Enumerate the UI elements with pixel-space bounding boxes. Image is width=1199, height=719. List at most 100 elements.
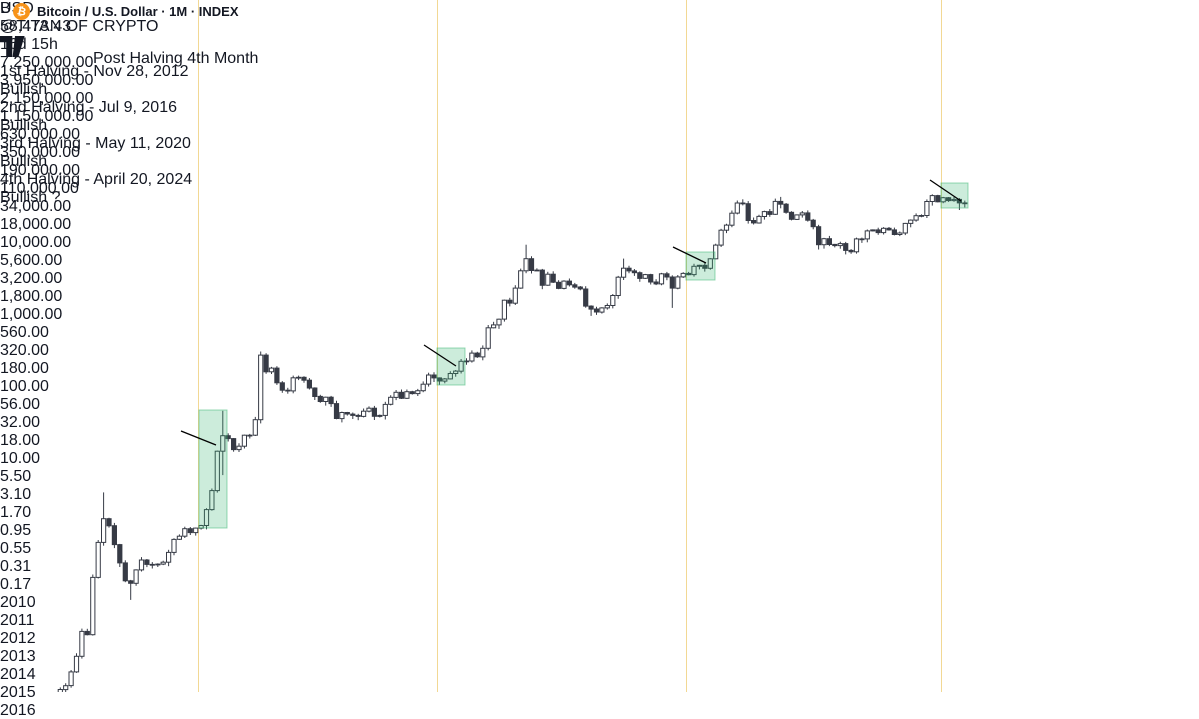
candle [388,396,394,405]
candle [496,318,502,326]
bullish-pointer-line [929,179,962,202]
candle [918,215,925,217]
candle [593,308,600,313]
halving-highlight-box[interactable] [198,409,228,529]
candle [404,391,410,399]
candle [729,212,735,226]
year-label: 2012 [0,630,36,647]
price-tick-label: 34,000.00 [0,198,72,215]
bullish-label[interactable]: Bullish [0,81,48,98]
halving-highlight-box[interactable] [940,182,969,209]
candle [268,367,275,373]
candle [859,238,865,241]
candle [816,226,822,246]
candle [929,195,935,203]
candle [908,219,914,224]
candle [702,264,708,269]
candle [73,655,80,673]
candle [946,197,952,202]
candle [323,396,329,403]
candle [333,403,340,420]
year-label: 2010 [0,594,36,611]
candle [875,229,881,234]
bullish-pointer-line [180,430,217,446]
candle [631,270,637,274]
candle [447,373,453,380]
candle [935,195,941,203]
price-tick-label: 3.10 [0,486,32,503]
candle [133,569,139,584]
candle [561,280,567,289]
avatar [26,32,79,85]
price-tick-label: 7,250,000.00 [0,54,94,71]
candle [577,286,583,290]
price-tick-label: 320.00 [0,342,49,359]
candle [745,203,751,221]
price-tick-label: 5.50 [0,468,32,485]
candle [761,211,767,218]
candle [826,238,832,245]
candle [279,382,285,391]
year-label: 2011 [0,612,35,629]
candle [778,200,784,205]
price-axis[interactable]: USD 58,473.43 16d 15h 7,250,000.003,950,… [0,0,1199,594]
price-tick-label: 5,600.00 [0,252,63,269]
candle [263,354,269,373]
symbol-text: Bitcoin / U.S. Dollar · 1M · INDEX [37,4,239,19]
candle [588,305,594,310]
candle [426,374,432,385]
price-tick-label: 0.17 [0,576,32,593]
halving-tag[interactable]: 3rd Halving - May 11, 2020 [0,135,191,152]
candle [79,630,85,657]
candle [653,281,659,285]
price-tick-label: 350,000.00 [0,144,81,161]
candle [453,370,459,375]
price-tick-label: 18.00 [0,432,41,449]
candle [317,395,323,402]
bullish-label[interactable]: Bullish ? [0,189,61,206]
candle [642,274,648,279]
candle [550,273,556,283]
candle [393,391,399,398]
candle [377,414,383,417]
chart-plot-area[interactable]: ₿ Bitcoin / U.S. Dollar · 1M · INDEX Pos… [0,0,1128,692]
candle [599,307,605,313]
halving-tag[interactable]: 2nd Halving - Jul 9, 2016 [0,99,177,116]
candle [501,299,507,320]
candle [772,200,778,215]
year-label: 2013 [0,648,36,665]
watermark: B @TITAN OF CRYPTO [0,0,1128,36]
candle [458,360,464,372]
candlestick-canvas[interactable] [0,0,1128,692]
price-tick-label: 100.00 [0,378,49,395]
candle [518,270,524,289]
halving-tag[interactable]: 1st Halving - Nov 28, 2012 [0,63,189,80]
candle [106,518,112,527]
candle [301,376,307,381]
time-axis[interactable]: 2010201120122013201420152016201720182019… [0,594,1199,719]
candle [837,243,843,247]
candle [870,229,876,232]
year-label: 2015 [0,684,36,701]
halving-highlight-box[interactable] [685,251,716,281]
candle [767,211,773,215]
price-tick-label: 110,000.00 [0,180,79,197]
tradingview-logo[interactable] [0,36,25,58]
year-label: 2014 [0,666,36,683]
bullish-pointer-line [672,246,707,264]
candle [604,305,610,309]
candle [431,374,437,379]
candle [680,272,686,278]
halving-highlight-box[interactable] [436,347,466,386]
candle [209,490,215,511]
candle [951,198,957,202]
symbol-ticker[interactable]: ₿ Bitcoin / U.S. Dollar · 1M · INDEX [13,3,239,20]
candle [57,689,63,692]
candle [366,407,372,412]
candle [122,562,128,582]
candle [913,215,919,221]
candle [566,280,572,286]
bullish-label[interactable]: Bullish [0,117,48,134]
bullish-label[interactable]: Bullish [0,153,48,170]
halving-tag[interactable]: 4th Halving - April 20, 2024 [0,171,193,188]
